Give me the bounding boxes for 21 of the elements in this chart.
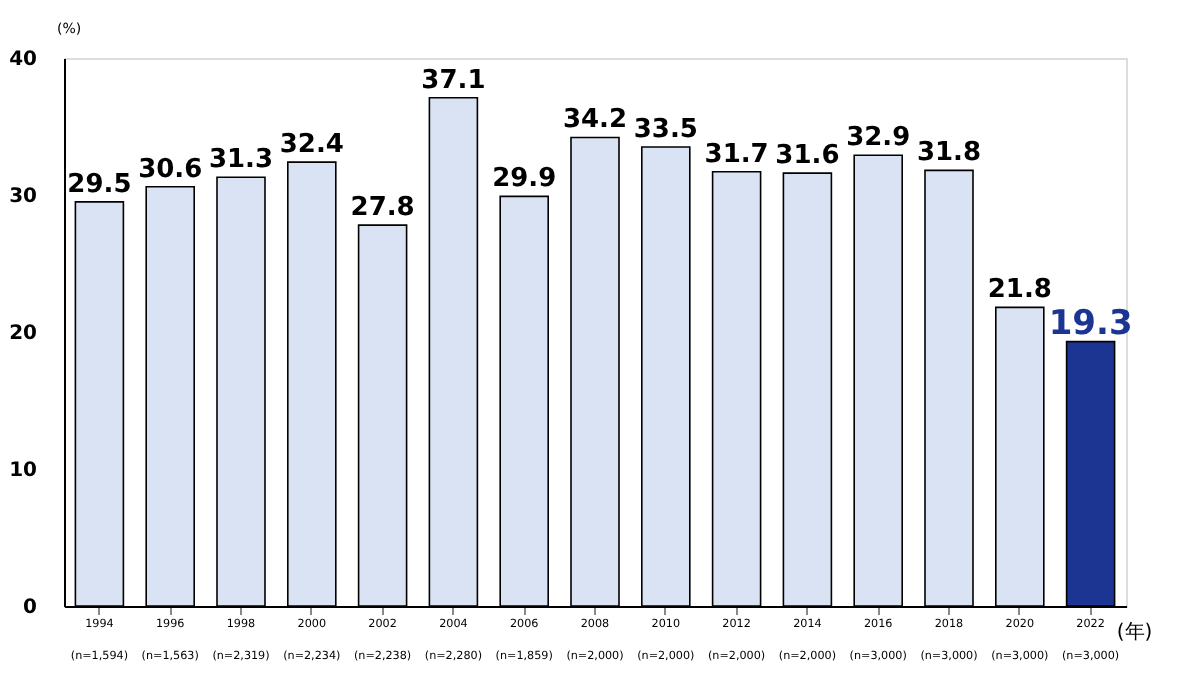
data-label: 31.7 [704, 139, 769, 170]
data-label: 32.4 [279, 130, 344, 161]
y-tick-label: 30 [9, 186, 38, 208]
data-label: 31.3 [208, 145, 274, 176]
data-label: 32.9 [846, 123, 911, 154]
data-label: 21.8 [987, 275, 1052, 306]
y-tick-label: 0 [23, 597, 38, 619]
data-label: 37.1 [421, 65, 486, 96]
y-tick-label: 10 [9, 460, 38, 482]
data-label: 29.9 [492, 164, 557, 195]
y-tick-label: 40 [9, 49, 38, 71]
data-label: 29.5 [67, 169, 132, 200]
data-label: 33.5 [633, 115, 698, 146]
data-label: 30.6 [138, 154, 203, 185]
x-axis-title: (年) [1116, 620, 1153, 644]
data-label: 27.8 [350, 193, 415, 224]
data-label: 31.8 [916, 138, 982, 169]
data-label: 34.2 [562, 105, 628, 136]
data-label: 31.6 [775, 141, 840, 172]
y-tick-label: 20 [9, 323, 38, 345]
data-label: 19.3 [1048, 303, 1133, 344]
